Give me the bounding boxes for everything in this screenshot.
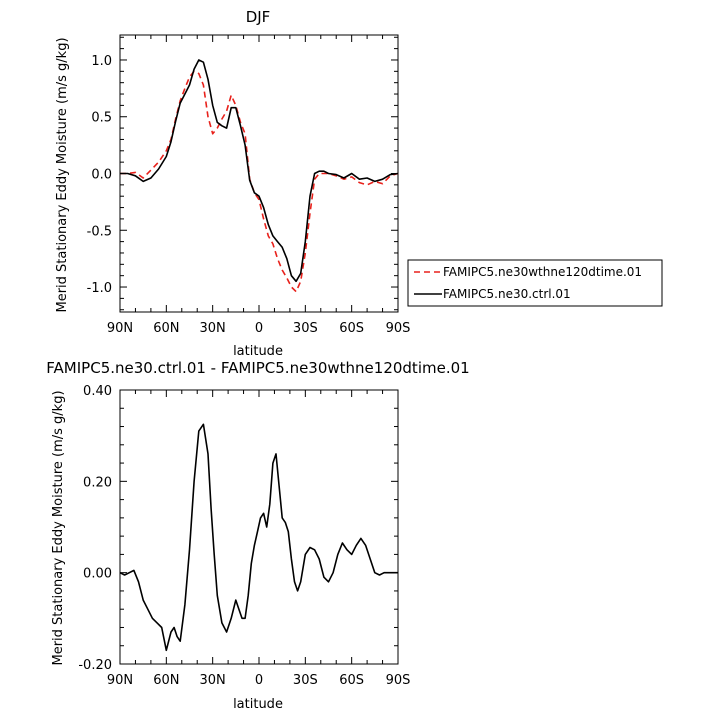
top-x-tick-label: 30N [200, 321, 226, 336]
top-plot-frame [119, 34, 399, 313]
bottom-x-tick-label: 30N [200, 673, 226, 688]
bottom-x-tick-label: 0 [255, 673, 263, 688]
bottom-x-tick-label: 60S [339, 673, 364, 688]
bottom-series-line-0 [119, 423, 398, 652]
top-y-tick-label: 1.0 [91, 54, 112, 69]
legend-label-1: FAMIPC5.ne30.ctrl.01 [443, 287, 571, 301]
bottom-y-tick-label: 0.00 [83, 567, 112, 582]
top-x-tick-label: 60S [339, 321, 364, 336]
panel-top: DJF 90N 60N 30N 0 30S 60S 90S 1.0 0.5 0.0 -0.5 -1.0… [55, 8, 410, 359]
top-series-line-1 [120, 59, 399, 283]
top-x-tick-label: 90N [107, 321, 133, 336]
bottom-y-tick-label: -0.20 [78, 658, 112, 673]
top-y-tick-label: -1.0 [87, 281, 112, 296]
bottom-x-tick-label: 30S [293, 673, 318, 688]
bottom-x-tick-label: 90N [107, 673, 133, 688]
bottom-chart-title: FAMIPC5.ne30.ctrl.01 - FAMIPC5.ne30wthne… [46, 359, 469, 377]
bottom-x-tick-label: 60N [153, 673, 179, 688]
top-x-tick-label: 60N [153, 321, 179, 336]
top-plot: 90N 60N 30N 0 30S 60S 90S 1.0 0.5 0.0 -0.5 -1.0 [87, 34, 411, 336]
legend-box [407, 259, 663, 307]
panel-bottom: FAMIPC5.ne30.ctrl.01 - FAMIPC5.ne30wthne… [46, 359, 469, 712]
legend-label-0: FAMIPC5.ne30wthne120dtime.01 [443, 265, 642, 279]
legend: FAMIPC5.ne30wthne120dtime.01 FAMIPC5.ne3… [407, 259, 663, 307]
bottom-x-tick-label: 90S [386, 673, 411, 688]
bottom-y-axis-label: Merid Stationary Eddy Moisture (m/s g/kg… [51, 390, 66, 665]
top-x-tick-label: 30S [293, 321, 318, 336]
top-chart-title: DJF [246, 8, 271, 26]
bottom-plot: 90N 60N 30N 0 30S 60S 90S 0.40 0.20 0.00 -0.20 [78, 384, 410, 688]
top-x-tick-label: 90S [386, 321, 411, 336]
bottom-x-axis-label: latitude [233, 697, 283, 712]
bottom-y-tick-label: 0.20 [83, 475, 112, 490]
top-y-axis-label: Merid Stationary Eddy Moisture (m/s g/kg… [55, 37, 70, 312]
top-x-axis-label: latitude [233, 344, 283, 359]
top-y-tick-label: 0.5 [91, 111, 112, 126]
bottom-y-tick-label: 0.40 [83, 384, 112, 399]
top-y-tick-label: 0.0 [91, 168, 112, 183]
top-series-line-0 [120, 70, 399, 293]
top-x-tick-label: 0 [255, 321, 263, 336]
top-y-tick-label: -0.5 [87, 224, 112, 239]
